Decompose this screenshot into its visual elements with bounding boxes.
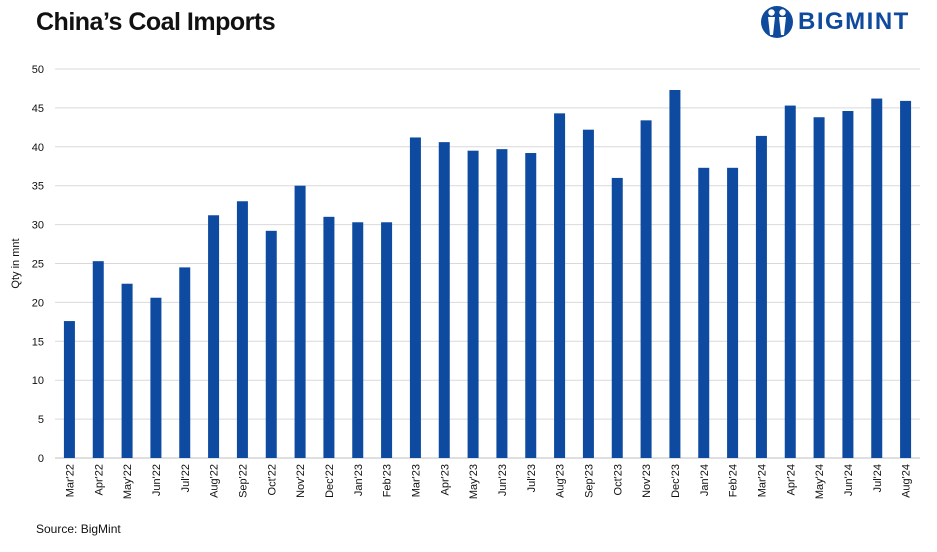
y-tick-label: 25 [32,259,44,271]
bar-Jun'22 [150,297,162,458]
x-tick-label: Aug'23 [555,464,567,498]
x-tick-label: Jul'24 [872,464,884,492]
bar-Aug'22 [208,215,220,458]
x-tick-label: Jan'24 [699,464,711,496]
bar-Jan'23 [352,222,364,458]
x-tick-label: Sep'22 [237,464,249,498]
y-tick-label: 40 [32,142,44,154]
x-tick-label: Feb'24 [728,464,740,497]
bar-Feb'24 [727,167,739,458]
bars [63,90,912,459]
bar-Oct'23 [611,177,623,459]
bar-Apr'23 [438,142,450,458]
x-tick-label: Dec'22 [324,464,336,498]
x-tick-label: Nov'23 [641,464,653,498]
x-tick-label: Mar'23 [410,464,422,497]
bar-Aug'23 [554,113,566,458]
bar-Jun'24 [842,111,854,459]
bar-Jul'23 [525,153,537,459]
x-tick-label: May'23 [468,464,480,499]
x-tick-label: Apr'23 [439,464,451,495]
x-tick-label: Jan'23 [353,464,365,496]
bar-Apr'24 [784,105,796,458]
bar-Mar'24 [755,135,767,458]
x-tick-label: Jul'22 [180,464,192,492]
bar-Apr'22 [92,261,104,458]
y-tick-label: 20 [32,297,44,309]
y-tick-label: 10 [32,375,44,387]
x-tick-label: Jul'23 [526,464,538,492]
x-tick-label: Aug'24 [901,464,913,498]
y-tick-label: 50 [32,64,44,76]
y-tick-label: 35 [32,181,44,193]
bar-Aug'24 [900,100,912,458]
bar-May'23 [467,150,479,458]
bar-Dec'22 [323,216,335,458]
source-note: Source: BigMint [36,522,121,536]
bigmint-logo: BIGMINT [760,2,910,42]
x-tick-label: Jun'24 [843,464,855,496]
bar-May'24 [813,117,825,459]
x-tick-label: May'24 [814,464,826,499]
bar-Sep'22 [236,201,248,458]
y-tick-label: 45 [32,103,44,115]
y-tick-label: 30 [32,220,44,232]
x-tick-label: Jun'22 [151,464,163,496]
logo-text: BIGMINT [798,8,910,35]
x-tick-label: Apr'22 [93,464,105,495]
x-axis-ticks: Mar'22 Apr'22 May'22 Jun'22 Jul'22 Aug'22 Sep'… [64,464,912,499]
bigmint-logo-icon [761,6,793,38]
bar-Feb'23 [381,222,393,458]
x-tick-label: Dec'23 [670,464,682,498]
y-tick-label: 0 [38,453,44,465]
x-tick-label: Oct'22 [266,464,278,495]
y-tick-label: 15 [32,336,44,348]
bar-Jan'24 [698,167,710,458]
x-tick-label: Mar'24 [756,464,768,497]
bar-Jul'24 [871,98,883,459]
bar-Dec'23 [669,90,681,459]
bar-Mar'23 [409,137,421,459]
y-tick-label: 5 [38,414,44,426]
bar-Oct'22 [265,230,277,458]
x-tick-label: Oct'23 [612,464,624,495]
x-tick-label: Feb'23 [382,464,394,497]
y-axis-label: Qty in mnt [10,238,22,288]
x-tick-label: Apr'24 [785,464,797,495]
x-tick-label: Sep'23 [583,464,595,498]
bar-Nov'22 [294,185,306,458]
x-tick-label: Mar'22 [64,464,76,497]
bar-Jun'23 [496,149,508,458]
x-tick-label: Nov'22 [295,464,307,498]
bar-Jul'22 [179,267,191,458]
y-axis-ticks: 0 5 10 15 20 25 30 35 40 45 50 [32,64,44,465]
x-tick-label: Aug'22 [209,464,221,498]
bar-May'22 [121,283,133,458]
bar-Nov'23 [640,120,652,459]
bar-Sep'23 [582,129,594,458]
x-tick-label: Jun'23 [497,464,509,496]
bar-Mar'22 [63,321,75,458]
x-tick-label: May'22 [122,464,134,499]
gridlines [55,68,920,459]
chart-title: China’s Coal Imports [36,8,276,36]
